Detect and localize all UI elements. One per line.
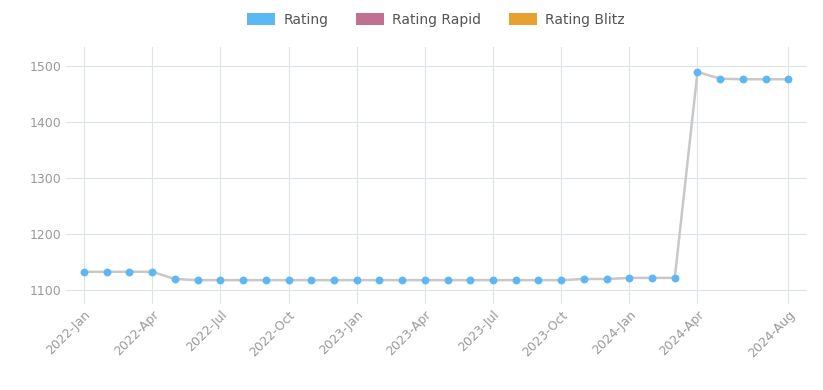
- Point: [623, 275, 636, 281]
- Point: [509, 277, 523, 283]
- Point: [690, 69, 704, 75]
- Point: [486, 277, 500, 283]
- Point: [418, 277, 431, 283]
- Point: [350, 277, 363, 283]
- Point: [259, 277, 272, 283]
- Point: [532, 277, 545, 283]
- Point: [555, 277, 568, 283]
- Point: [214, 277, 227, 283]
- Point: [600, 276, 613, 282]
- Point: [100, 269, 114, 275]
- Point: [146, 269, 159, 275]
- Point: [737, 76, 750, 82]
- Point: [191, 277, 204, 283]
- Point: [77, 269, 91, 275]
- Point: [396, 277, 409, 283]
- Point: [782, 76, 795, 82]
- Point: [328, 277, 341, 283]
- Point: [668, 275, 681, 281]
- Point: [714, 76, 727, 82]
- Point: [463, 277, 477, 283]
- Point: [441, 277, 454, 283]
- Point: [123, 269, 136, 275]
- Point: [169, 276, 182, 282]
- Point: [645, 275, 658, 281]
- Point: [236, 277, 249, 283]
- Point: [759, 76, 772, 82]
- Legend: Rating, Rating Rapid, Rating Blitz: Rating, Rating Rapid, Rating Blitz: [242, 7, 630, 32]
- Point: [305, 277, 318, 283]
- Point: [373, 277, 386, 283]
- Point: [282, 277, 295, 283]
- Point: [577, 276, 590, 282]
